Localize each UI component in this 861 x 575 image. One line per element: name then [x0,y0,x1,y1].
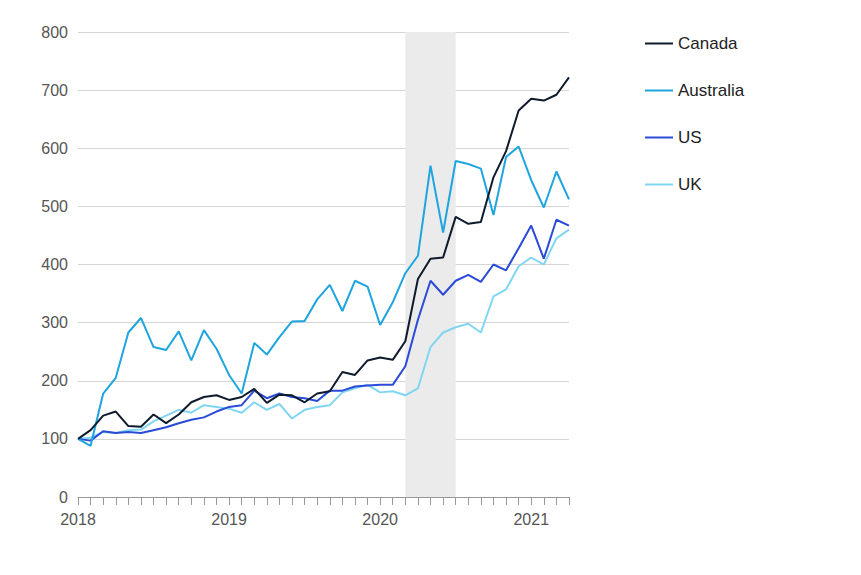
svg-text:400: 400 [41,256,68,273]
svg-text:600: 600 [41,140,68,157]
svg-text:500: 500 [41,198,68,215]
svg-text:0: 0 [59,489,68,506]
svg-text:Canada: Canada [678,34,738,53]
svg-text:300: 300 [41,314,68,331]
svg-text:Australia: Australia [678,81,745,100]
svg-text:700: 700 [41,82,68,99]
svg-text:100: 100 [41,430,68,447]
svg-text:2021: 2021 [513,511,549,528]
svg-text:UK: UK [678,175,702,194]
svg-text:2018: 2018 [60,511,96,528]
svg-text:2020: 2020 [362,511,398,528]
svg-text:2019: 2019 [211,511,247,528]
svg-text:US: US [678,128,702,147]
svg-text:200: 200 [41,372,68,389]
svg-text:800: 800 [41,24,68,41]
